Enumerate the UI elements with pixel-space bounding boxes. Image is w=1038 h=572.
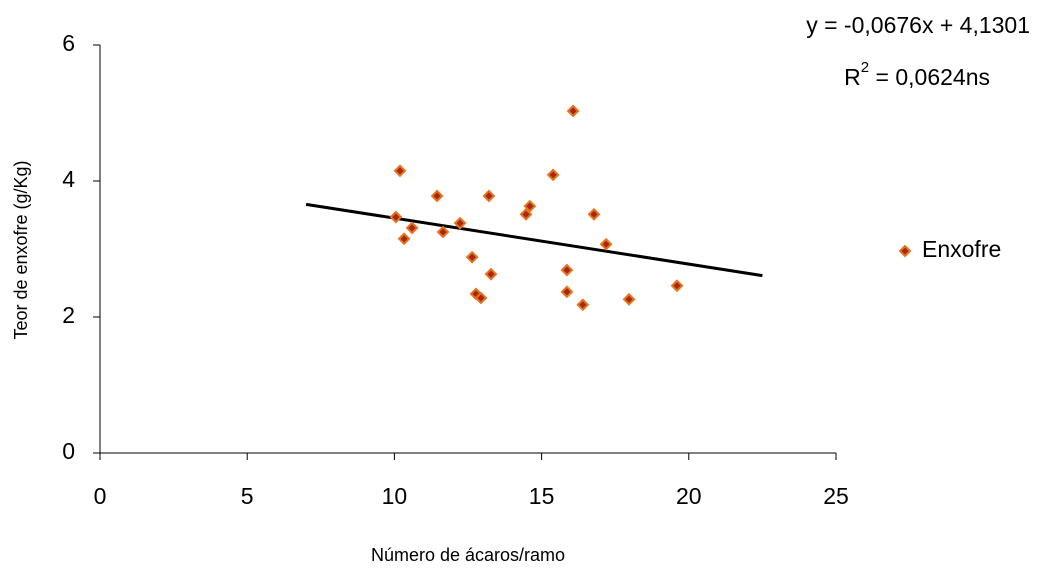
x-tick-label: 25 [823, 483, 849, 509]
data-point [436, 225, 450, 239]
r2-exponent: 2 [861, 59, 869, 76]
r2-suffix: = 0,0624ns [869, 64, 990, 90]
x-tick-label: 10 [382, 483, 408, 509]
data-point [560, 263, 574, 277]
data-point [560, 285, 574, 299]
data-point [484, 267, 498, 281]
y-tick-label: 2 [62, 302, 75, 328]
data-point [393, 164, 407, 178]
legend-marker [898, 244, 912, 258]
x-tick-label: 15 [529, 483, 555, 509]
data-point [546, 168, 560, 182]
data-point [566, 104, 580, 118]
x-tick-label: 5 [241, 483, 254, 509]
y-tick-label: 4 [62, 166, 75, 192]
data-point [622, 292, 636, 306]
data-point [430, 189, 444, 203]
x-axis-title: Número de ácaros/ramo [371, 545, 565, 565]
y-axis-title: Teor de enxofre (g/Kg) [11, 160, 31, 339]
data-point [599, 237, 613, 251]
data-point [482, 189, 496, 203]
data-point [405, 221, 419, 235]
data-point [465, 250, 479, 264]
data-point [397, 232, 411, 246]
y-tick-label: 0 [62, 438, 75, 464]
y-tick-label: 6 [62, 30, 75, 56]
r-squared: R2 = 0,0624ns [844, 59, 990, 90]
data-point [519, 207, 533, 221]
data-point [670, 279, 684, 293]
data-point [576, 298, 590, 312]
data-point [474, 291, 488, 305]
x-tick-label: 20 [676, 483, 702, 509]
data-point [587, 207, 601, 221]
data-point [523, 199, 537, 213]
data-point [453, 216, 467, 230]
trend-equation: y = -0,0676x + 4,1301 [806, 12, 1030, 38]
r2-prefix: R [844, 64, 861, 90]
data-point [389, 210, 403, 224]
trendline [305, 202, 763, 278]
x-tick-label: 0 [94, 483, 107, 509]
legend-label: Enxofre [922, 236, 1001, 262]
